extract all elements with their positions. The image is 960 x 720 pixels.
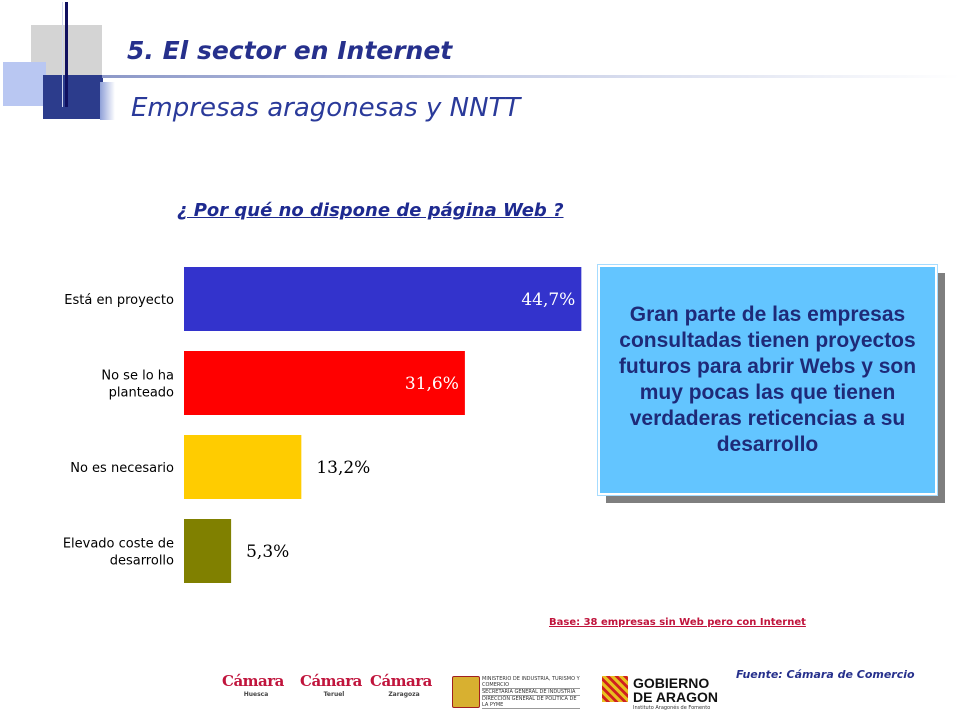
camara-logo-name: Cámara [222, 672, 284, 690]
camara-logo-city: Teruel [323, 691, 345, 698]
ministerio-logo: MINISTERIO DE INDUSTRIA, TURISMO Y COMER… [452, 676, 580, 709]
value-label: 13,2% [316, 458, 370, 478]
header-vertical-line [65, 2, 68, 107]
camara-logo-name: Cámara [300, 672, 362, 690]
header-decoration-lightblue [3, 62, 46, 106]
camara-zaragoza-logo: Cámara Zaragoza [370, 672, 438, 712]
ministerio-line: MINISTERIO DE INDUSTRIA, TURISMO Y COMER… [482, 676, 580, 689]
callout-box: Gran parte de las empresas consultadas t… [597, 264, 938, 496]
header-decoration-gradient [100, 82, 115, 120]
base-note: Base: 38 empresas sin Web pero con Inter… [549, 617, 806, 628]
bar [184, 351, 465, 415]
category-label: Está en proyecto [64, 293, 174, 308]
bar [184, 435, 302, 499]
category-label: No se lo ha planteado [101, 369, 174, 401]
value-label: 5,3% [246, 542, 289, 562]
gobierno-aragon-logo: GOBIERNO DE ARAGON Instituto Aragonés de… [602, 676, 722, 714]
gobierno-line: DE ARAGON [633, 689, 719, 705]
camara-logo-city: Huesca [243, 691, 269, 698]
gobierno-line: GOBIERNO [633, 675, 710, 691]
camara-logo-city: Zaragoza [388, 691, 420, 698]
logo-strip: Cámara Huesca Cámara Teruel Cámara Zarag… [222, 672, 718, 716]
ministerio-line: DIRECCIÓN GENERAL DE POLÍTICA DE LA PYME [482, 696, 580, 709]
camara-logo-name: Cámara [370, 672, 432, 690]
value-label: 44,7% [521, 290, 575, 310]
aragon-flag-icon [602, 676, 628, 702]
category-label: No es necesario [70, 461, 174, 476]
bar [184, 519, 232, 583]
chart-title: ¿ Por qué no dispone de página Web ? [177, 200, 564, 221]
bar [184, 267, 582, 331]
page-subtitle: Empresas aragonesas y NNTT [131, 93, 521, 123]
value-label: 31,6% [405, 374, 459, 394]
header-vertical-line-light [62, 2, 63, 107]
camara-teruel-logo: Cámara Teruel [300, 672, 368, 712]
source-note: Fuente: Cámara de Comercio [736, 668, 915, 681]
ministerio-line: SECRETARÍA GENERAL DE INDUSTRIA [482, 689, 580, 696]
callout-text: Gran parte de las empresas consultadas t… [618, 303, 917, 456]
header-horizontal-line [102, 75, 960, 78]
ministerio-text: MINISTERIO DE INDUSTRIA, TURISMO Y COMER… [482, 676, 580, 709]
gobierno-subtitle: Instituto Aragonés de Fomento [633, 705, 711, 711]
header-decoration-navy [43, 75, 103, 119]
gobierno-text: GOBIERNO DE ARAGON [633, 676, 718, 704]
category-label: Elevado coste de desarrollo [63, 537, 174, 569]
spain-shield-icon [452, 676, 480, 708]
page-title: 5. El sector en Internet [127, 36, 453, 65]
camara-huesca-logo: Cámara Huesca [222, 672, 290, 712]
